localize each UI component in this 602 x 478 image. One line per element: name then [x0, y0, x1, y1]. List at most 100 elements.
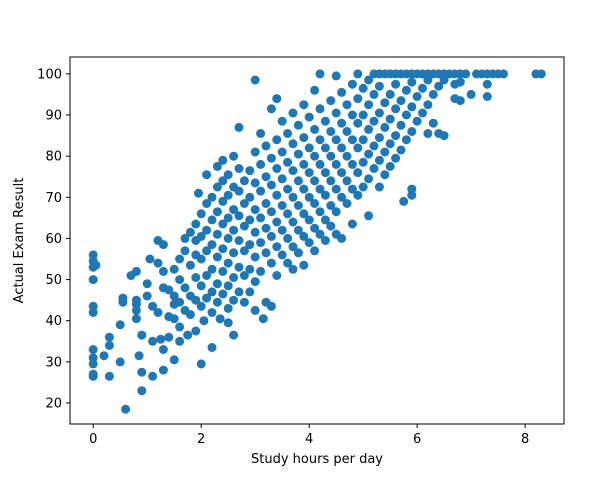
data-point	[229, 330, 239, 340]
x-tick-label: 8	[521, 432, 529, 447]
data-point	[250, 252, 260, 262]
data-point	[369, 164, 379, 173]
data-point	[353, 69, 363, 79]
data-point	[358, 157, 368, 167]
data-point	[401, 85, 411, 95]
data-point	[245, 192, 255, 202]
y-tick-label: 60	[45, 232, 62, 247]
data-point	[326, 127, 336, 136]
data-point	[401, 110, 411, 120]
data-point	[175, 336, 185, 346]
data-point	[207, 343, 217, 352]
y-tick-label: 20	[45, 397, 62, 412]
data-point	[428, 89, 438, 99]
data-point	[299, 184, 309, 194]
data-point	[293, 248, 303, 258]
data-point	[185, 227, 195, 237]
data-point	[337, 168, 347, 178]
data-point	[142, 279, 152, 289]
data-point	[337, 143, 347, 153]
data-point	[212, 161, 222, 171]
data-point	[256, 186, 266, 196]
data-point	[320, 236, 330, 245]
data-point	[158, 266, 168, 276]
data-point	[218, 176, 228, 186]
data-point	[266, 207, 276, 217]
data-point	[434, 81, 444, 91]
data-point	[266, 258, 276, 268]
data-point	[358, 135, 368, 145]
data-point	[218, 244, 228, 254]
data-point	[131, 314, 141, 324]
data-point	[250, 178, 260, 188]
data-point	[131, 266, 141, 276]
data-point	[347, 135, 357, 145]
x-tick-label: 6	[413, 432, 421, 447]
data-point	[358, 110, 368, 120]
data-point	[418, 108, 427, 118]
data-point	[196, 301, 206, 311]
data-point	[229, 225, 239, 235]
data-point	[326, 201, 336, 210]
data-point	[175, 297, 185, 307]
data-point	[310, 151, 320, 161]
data-point	[88, 308, 98, 317]
data-point	[234, 122, 244, 132]
data-point	[199, 316, 209, 326]
data-point	[369, 141, 379, 151]
data-point	[326, 151, 336, 161]
data-point	[245, 264, 255, 274]
data-point	[261, 172, 271, 182]
data-point	[407, 190, 417, 200]
data-point	[423, 129, 433, 138]
data-point	[374, 108, 384, 118]
data-point	[218, 219, 228, 229]
data-point	[196, 231, 206, 241]
data-point	[347, 219, 357, 229]
data-point	[385, 89, 395, 99]
data-point	[380, 122, 390, 132]
data-point	[277, 174, 287, 184]
data-point	[331, 71, 341, 81]
data-point	[466, 89, 476, 99]
data-point	[218, 196, 228, 206]
data-point	[229, 151, 239, 161]
data-point	[239, 271, 249, 280]
data-point	[283, 258, 293, 268]
data-point	[196, 254, 206, 264]
data-point	[374, 155, 384, 165]
data-point	[391, 79, 401, 89]
data-point	[245, 287, 255, 297]
data-point	[320, 215, 330, 225]
data-point	[315, 229, 325, 239]
data-point	[364, 75, 374, 85]
data-point	[266, 153, 276, 163]
data-point	[229, 248, 239, 258]
data-point	[347, 79, 357, 89]
data-point	[175, 275, 185, 285]
x-axis-label: Study hours per day	[251, 452, 383, 467]
data-point	[88, 345, 98, 354]
data-point	[239, 246, 249, 256]
data-point	[256, 129, 266, 138]
data-point	[250, 205, 260, 215]
data-point	[385, 114, 395, 124]
data-point	[88, 250, 98, 260]
data-point	[250, 305, 260, 315]
data-point	[310, 199, 320, 208]
data-point	[272, 217, 282, 227]
data-point	[369, 89, 379, 99]
data-point	[196, 281, 206, 291]
data-point	[256, 213, 266, 223]
data-point	[191, 219, 201, 229]
y-axis-label: Actual Exam Result	[12, 178, 27, 304]
data-point	[223, 258, 233, 268]
data-point	[320, 143, 330, 153]
data-point	[207, 192, 217, 202]
data-point	[374, 133, 384, 143]
data-point	[337, 87, 347, 97]
data-point	[299, 260, 309, 270]
data-point	[229, 273, 239, 282]
data-point	[169, 355, 179, 365]
